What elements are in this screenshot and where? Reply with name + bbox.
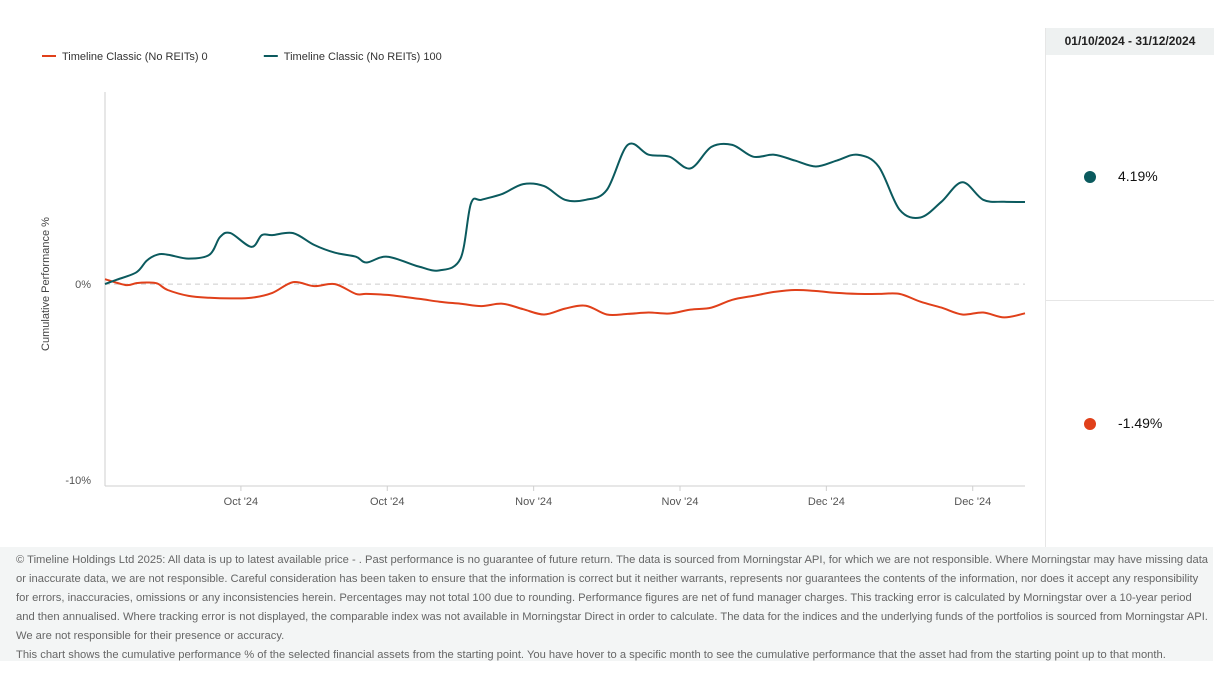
series-lines [104,142,1026,319]
summary-value-100: 4.19% [1118,168,1158,184]
disclaimer-text: © Timeline Holdings Ltd 2025: All data i… [16,554,1209,642]
x-tick-label: Nov '24 [662,496,699,508]
summary-value-0: -1.49% [1118,415,1163,431]
legend-label-1: Timeline Classic (No REITs) 100 [284,51,442,63]
chart-panel: Timeline Classic (No REITs) 0 Timeline Cl… [16,26,1045,547]
footer: © Timeline Holdings Ltd 2025: All data i… [0,547,1213,661]
y-tick-label: -10% [65,475,91,487]
x-tick-label: Dec '24 [808,496,845,508]
y-tick-label: 0% [75,279,91,291]
x-tick-label: Dec '24 [954,496,991,508]
series-100-dot-icon [1084,171,1096,183]
series-line-0 [104,278,1026,319]
y-axis-title: Cumulative Performance % [40,217,52,351]
summary-row-100: 4.19% [1046,167,1214,187]
summary-row-0: -1.49% [1046,414,1214,434]
date-range: 01/10/2024 - 31/12/2024 [1046,28,1214,55]
series-0-dot-icon [1084,418,1096,430]
x-tick-label: Oct '24 [224,496,259,508]
legend: Timeline Classic (No REITs) 0 Timeline Cl… [42,51,442,63]
x-tick-label: Oct '24 [370,496,405,508]
summary-panel: 01/10/2024 - 31/12/2024 4.19% -1.49% [1045,28,1214,547]
legend-label-0: Timeline Classic (No REITs) 0 [62,51,208,63]
x-tick-label: Nov '24 [515,496,552,508]
performance-chart: Timeline Classic (No REITs) 0 Timeline Cl… [40,51,1026,508]
summary-divider [1046,300,1214,301]
chart-note-text: This chart shows the cumulative performa… [16,649,1166,661]
series-line-1 [104,142,1026,286]
axes: 0% -10% Oct '24 Oct '24 Nov '24 Nov '24 Dec '2… [40,92,1025,508]
